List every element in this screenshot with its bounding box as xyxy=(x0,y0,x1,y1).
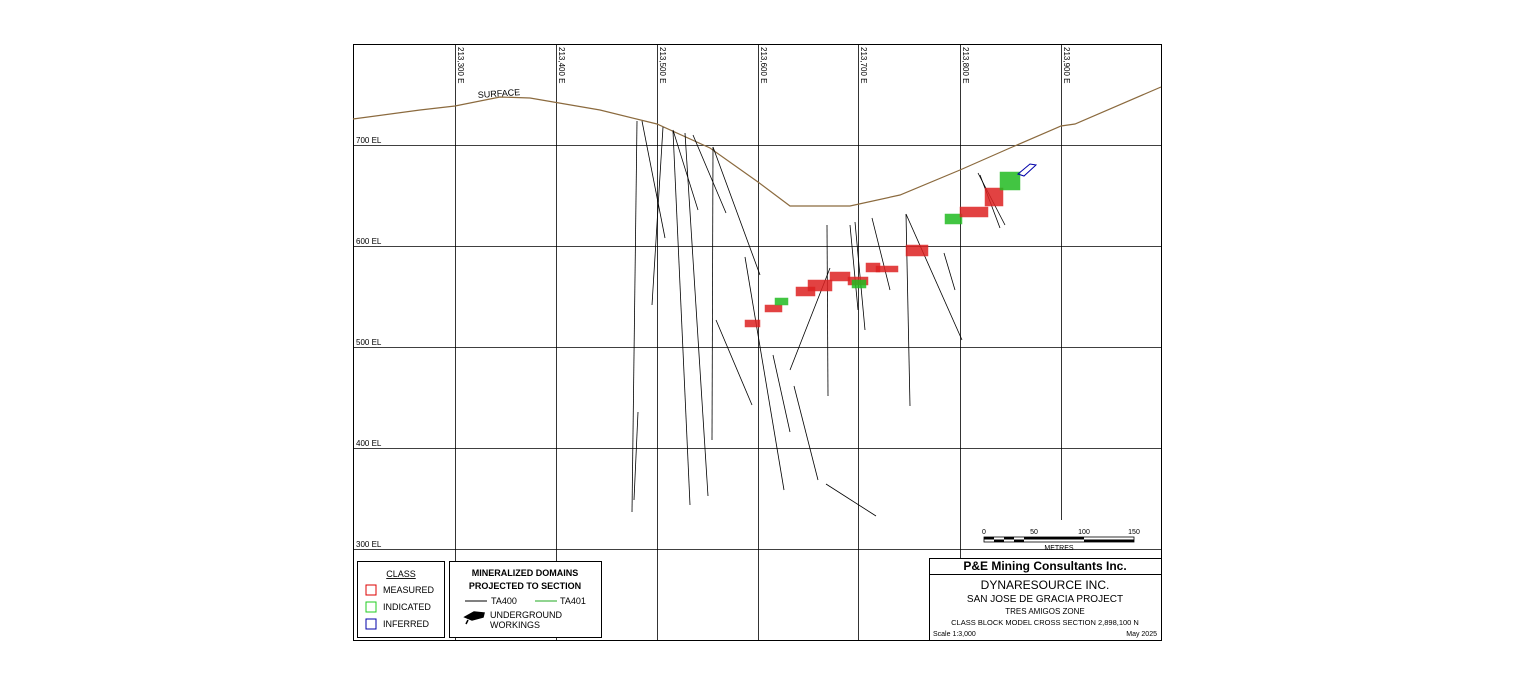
scale-bar-segment xyxy=(984,537,994,540)
drill-hole xyxy=(715,319,753,406)
drill-hole xyxy=(672,130,691,506)
drill-hole xyxy=(905,213,911,407)
easting-label: 213,400 E xyxy=(557,47,566,83)
drill-hole xyxy=(793,385,819,481)
elevation-label: 500 EL xyxy=(356,338,382,347)
scale-unit: METRES xyxy=(1044,545,1074,552)
model-block xyxy=(959,206,989,218)
domains-legend-title: PROJECTED TO SECTION xyxy=(469,581,581,591)
elevation-label: 400 EL xyxy=(356,439,382,448)
class-legend-item: INDICATED xyxy=(383,602,431,612)
project-name: SAN JOSE DE GRACIA PROJECT xyxy=(967,594,1123,605)
model-block xyxy=(829,271,851,282)
model-block xyxy=(944,213,963,225)
surface-label: SURFACE xyxy=(477,87,520,100)
scale-bar-segment xyxy=(1034,537,1084,540)
model-block xyxy=(764,304,783,313)
workings-symbol xyxy=(463,611,485,625)
class-legend-item: MEASURED xyxy=(383,585,435,595)
class-legend-title: CLASS xyxy=(386,569,416,579)
map-date: May 2025 xyxy=(1126,631,1157,638)
drill-hole xyxy=(849,224,859,311)
block-model xyxy=(744,163,1038,328)
scale-bar-segment xyxy=(1024,537,1034,540)
inferred-swatch xyxy=(365,618,377,630)
model-block xyxy=(851,279,867,289)
scale-tick-label: 0 xyxy=(982,529,986,536)
indicated-swatch xyxy=(365,601,377,613)
scale-tick-label: 100 xyxy=(1078,529,1090,536)
drill-hole xyxy=(672,129,699,211)
elevation-label: 600 EL xyxy=(356,237,382,246)
drill-hole xyxy=(631,120,638,513)
scale-tick-label: 50 xyxy=(1030,529,1038,536)
easting-label: 213,900 E xyxy=(1062,47,1071,83)
scale-bar-segment xyxy=(1004,537,1014,540)
client-name: DYNARESOURCE INC. xyxy=(981,578,1110,592)
drill-hole xyxy=(905,213,963,341)
elevation-label: 700 EL xyxy=(356,136,382,145)
drill-holes xyxy=(631,120,1006,517)
zone-name: TRES AMIGOS ZONE xyxy=(1005,607,1085,616)
drill-hole xyxy=(744,256,785,491)
map-scale: Scale 1:3,000 xyxy=(933,631,976,638)
model-block xyxy=(984,187,1004,207)
scale-bar: 0 50 100 150 xyxy=(982,529,1140,543)
drill-hole xyxy=(825,483,877,517)
domains-legend-item: TA400 xyxy=(491,596,517,606)
drill-hole xyxy=(772,354,791,433)
drill-hole xyxy=(633,411,639,501)
drill-hole xyxy=(854,221,866,331)
model-block xyxy=(795,286,816,297)
workings-label: UNDERGROUND xyxy=(490,610,563,620)
domains-legend-item: TA401 xyxy=(560,596,586,606)
section-name: CLASS BLOCK MODEL CROSS SECTION 2,898,10… xyxy=(951,618,1139,627)
model-block xyxy=(875,265,899,273)
drill-hole xyxy=(651,126,664,306)
class-legend-box xyxy=(357,561,445,638)
drill-hole xyxy=(943,252,956,291)
easting-label: 213,500 E xyxy=(658,47,667,83)
model-block xyxy=(807,279,833,292)
scale-bar-segment xyxy=(994,539,1004,542)
easting-label: 213,800 E xyxy=(961,47,970,83)
drill-hole xyxy=(641,120,666,239)
model-block xyxy=(774,297,789,306)
easting-label: 213,600 E xyxy=(759,47,768,83)
domains-legend-title: MINERALIZED DOMAINS xyxy=(472,568,579,578)
surface-line xyxy=(352,86,1162,207)
company-name: P&E Mining Consultants Inc. xyxy=(963,559,1126,573)
title-block xyxy=(929,558,1162,641)
drill-hole xyxy=(826,224,829,397)
scale-bar-segment xyxy=(1014,539,1024,542)
drill-hole xyxy=(871,217,891,291)
model-block xyxy=(744,319,761,328)
easting-label: 213,700 E xyxy=(859,47,868,83)
elevation-label: 300 EL xyxy=(356,540,382,549)
model-block xyxy=(999,171,1021,191)
drill-hole xyxy=(684,132,709,497)
inferred-block xyxy=(1016,163,1038,177)
model-block xyxy=(905,244,929,257)
domains-legend-box xyxy=(449,561,602,638)
easting-label: 213,300 E xyxy=(456,47,465,83)
grid: 213,300 E 213,400 E 213,500 E 213,600 E 213,… xyxy=(353,44,1161,640)
scale-tick-label: 150 xyxy=(1128,529,1140,536)
drill-hole xyxy=(711,146,714,441)
drill-hole xyxy=(692,134,727,214)
class-legend-item: INFERRED xyxy=(383,619,430,629)
map-frame xyxy=(353,44,1162,641)
scale-bar-segment xyxy=(1084,539,1134,542)
workings-label: WORKINGS xyxy=(490,620,540,630)
measured-swatch xyxy=(365,584,377,596)
drill-hole xyxy=(712,146,761,276)
